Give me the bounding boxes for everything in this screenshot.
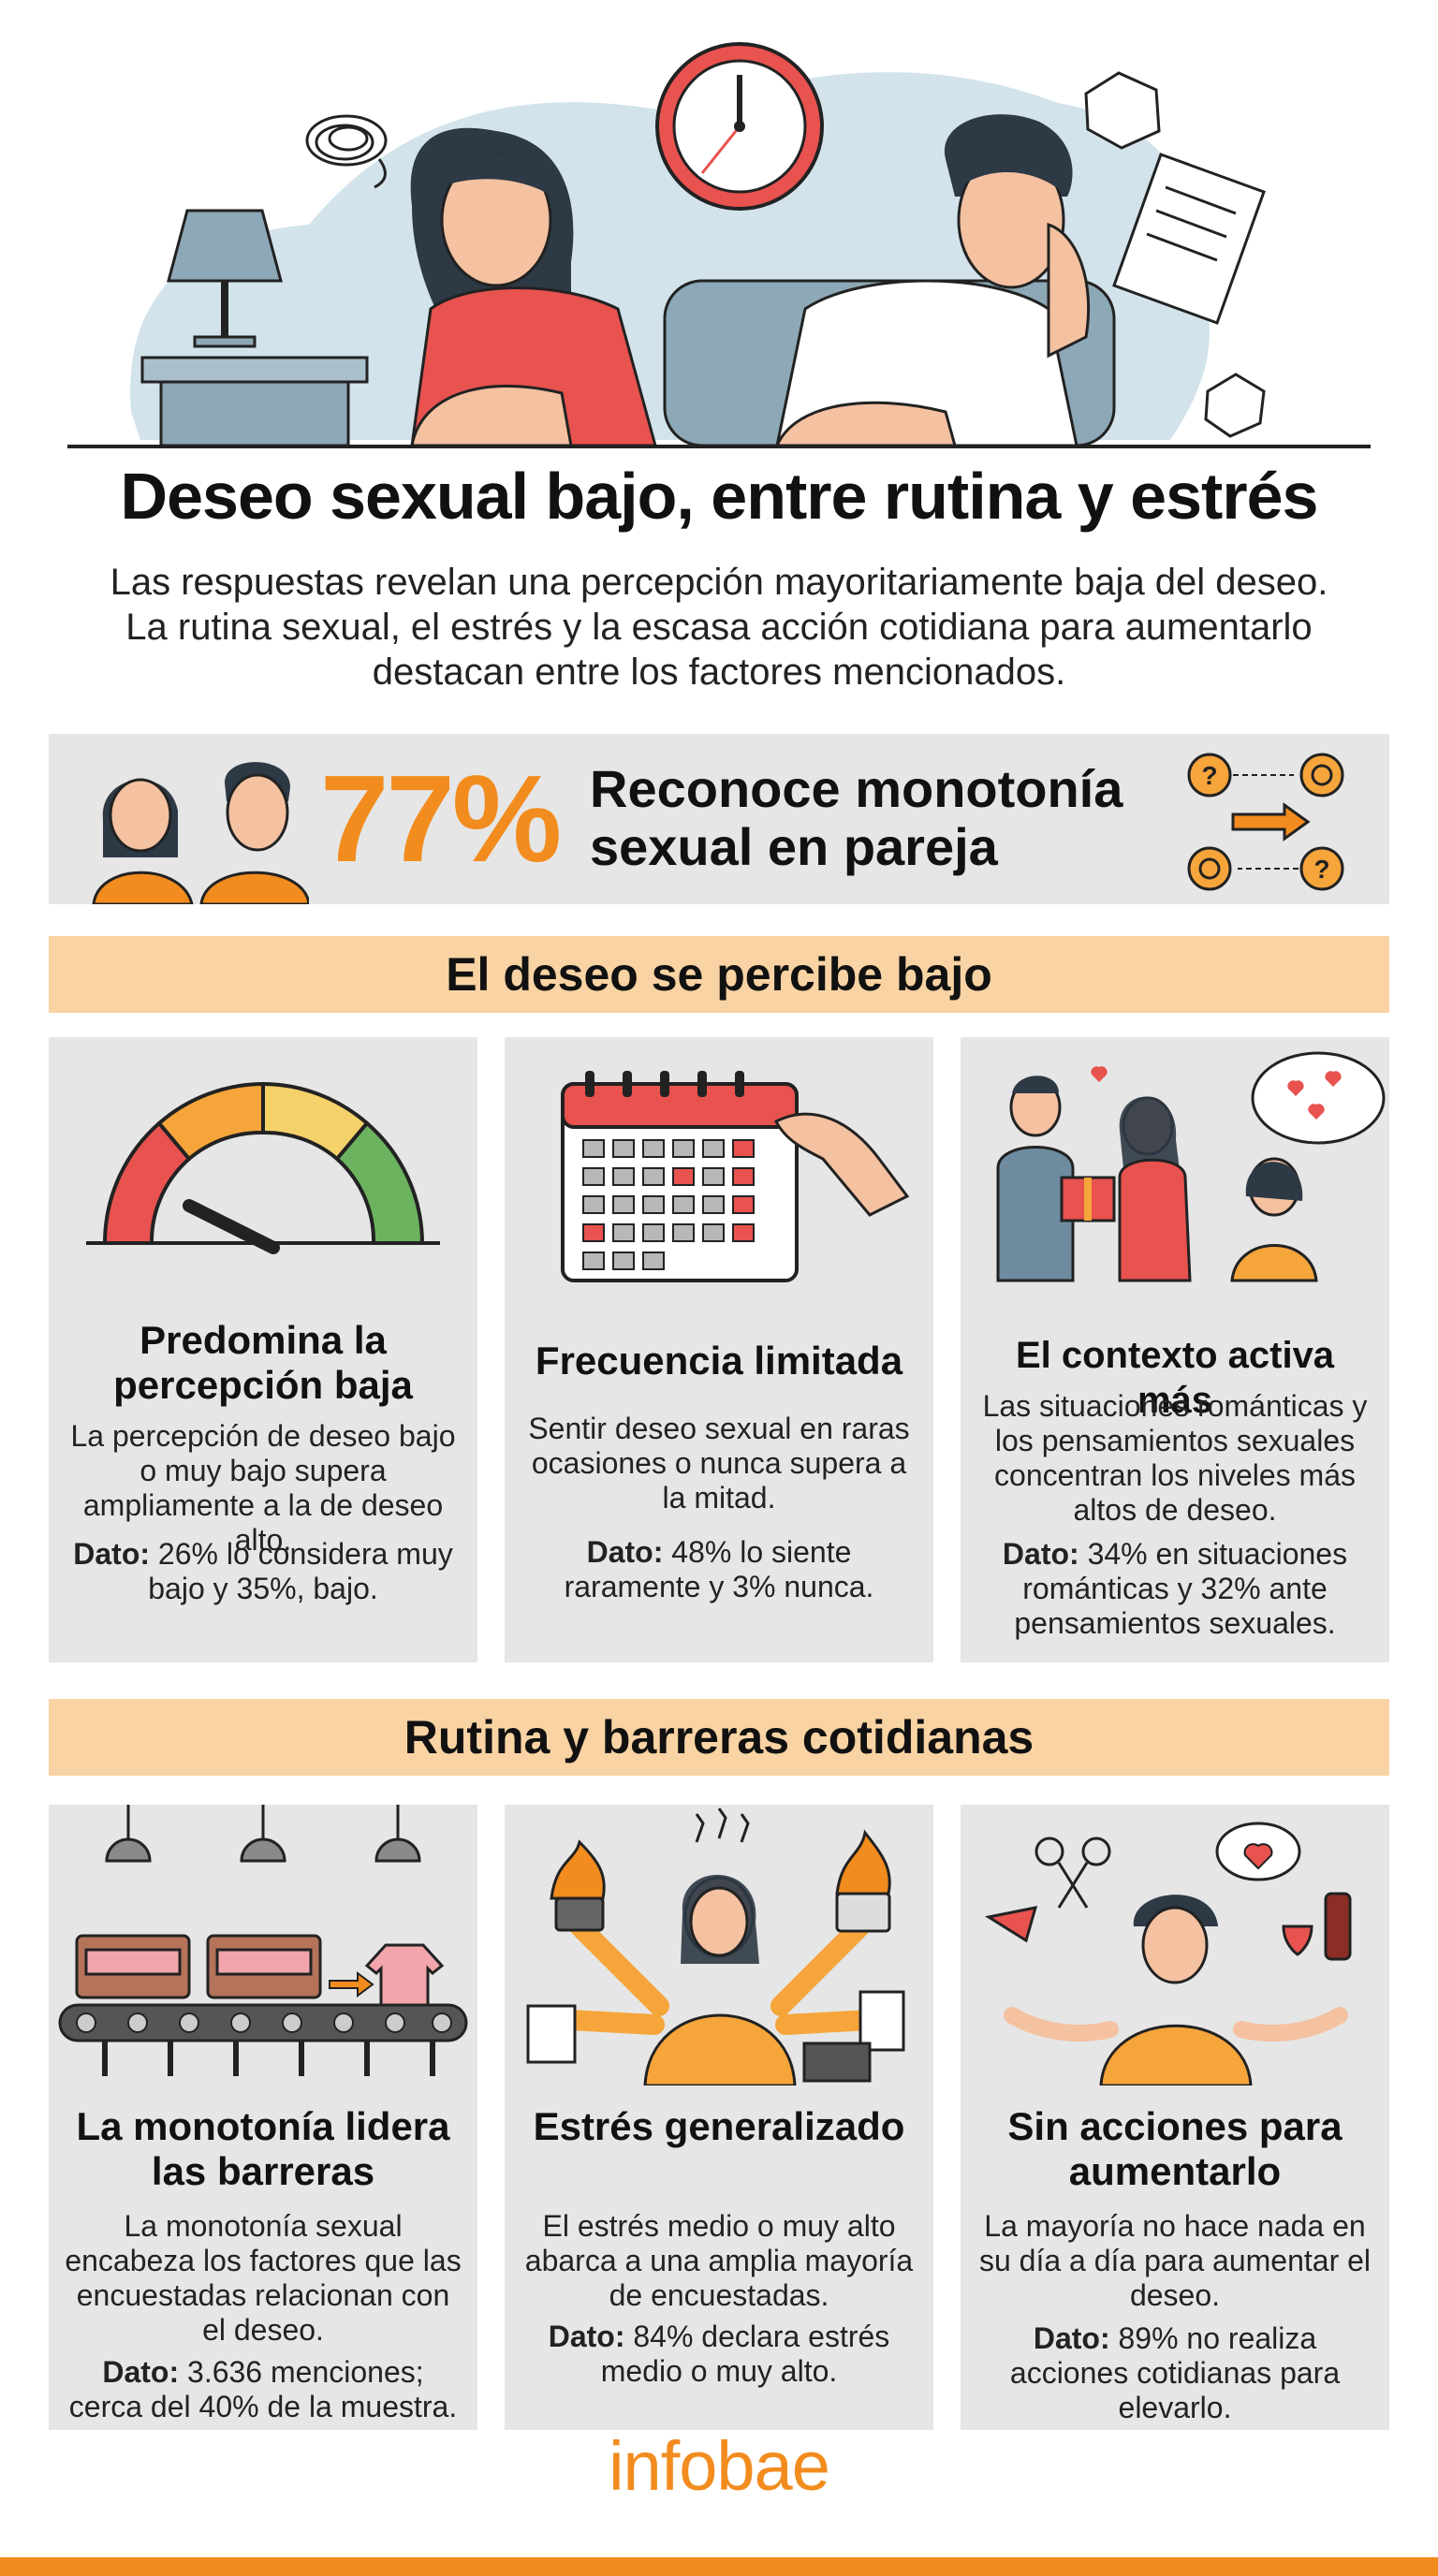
card-percepcion: Predomina la percepción baja La percepci… — [49, 1037, 477, 1662]
stressed-woman-icon — [526, 1808, 905, 2086]
shrugging-man-icon — [985, 1822, 1352, 2086]
gauge-icon — [86, 1081, 440, 1254]
tangled-scribble-icon — [305, 114, 388, 189]
card-note: Dato: 84% declara estrés medio o muy alt… — [518, 2320, 920, 2389]
card-title: La monotonía lidera las barreras — [76, 2104, 450, 2193]
note-label: Dato: — [73, 1537, 151, 1571]
card-sin-acciones: Sin acciones para aumentarlo La mayoría … — [961, 1805, 1389, 2430]
page-title: Deseo sexual bajo, entre rutina y estrés — [120, 460, 1319, 533]
card-note: Dato: 48% lo siente raramente y 3% nunca… — [518, 1535, 920, 1604]
conveyor-beds-icon — [58, 1805, 468, 2076]
card-body: Las situaciones románticas y los pensami… — [982, 1389, 1368, 1527]
note-label: Dato: — [102, 2355, 180, 2389]
romantic-gift-icon — [996, 1051, 1386, 1282]
section-heading-deseo: El deseo se percibe bajo — [49, 936, 1389, 1013]
couple-icon — [92, 762, 309, 904]
hero-illustration — [67, 42, 1371, 448]
note-label: Dato: — [586, 1535, 664, 1569]
highlight-label: Reconoce monotonía sexual en pareja — [590, 759, 1123, 876]
card-contexto: El contexto activa más Las situaciones r… — [961, 1037, 1389, 1662]
bottom-accent-bar — [0, 2557, 1438, 2576]
desk-lamp-icon — [167, 209, 283, 348]
note-text: 84% declara estrés medio o muy alto. — [600, 2320, 890, 2388]
card-title: Predomina la percepción baja — [113, 1318, 413, 1407]
wall-clock-icon — [655, 42, 824, 211]
card-title: Frecuencia limitada — [535, 1339, 903, 1383]
svg-text:?: ? — [1201, 761, 1217, 790]
note-text: 3.636 menciones; cerca del 40% de la mue… — [68, 2355, 458, 2423]
brand-logo: infobae — [609, 2427, 830, 2505]
cycle-arrows-icon: ? ? — [1187, 753, 1344, 891]
note-text: 26% lo considera muy bajo y 35%, bajo. — [148, 1537, 453, 1605]
crumpled-paper-icon — [1084, 71, 1266, 438]
card-body: Sentir deseo sexual en raras ocasiones o… — [528, 1412, 910, 1515]
card-note: Dato: 26% lo considera muy bajo y 35%, b… — [62, 1537, 464, 1606]
calendar-icon — [561, 1071, 910, 1282]
note-text: 89% no realiza acciones cotidianas para … — [1009, 2321, 1341, 2424]
man-figure — [774, 114, 1091, 447]
card-title: Estrés generalizado — [533, 2104, 905, 2148]
document-icon — [1112, 153, 1266, 325]
card-monotonia: La monotonía lidera las barreras La mono… — [49, 1805, 477, 2430]
card-body: La mayoría no hace nada en su día a día … — [978, 2209, 1372, 2312]
card-estres: Estrés generalizado El estrés medio o mu… — [505, 1805, 933, 2430]
note-text: 48% lo siente raramente y 3% nunca. — [564, 1535, 874, 1603]
card-note: Dato: 89% no realiza acciones cotidianas… — [974, 2321, 1376, 2425]
section-heading-rutina: Rutina y barreras cotidianas — [49, 1699, 1389, 1776]
card-frecuencia: Frecuencia limitada Sentir deseo sexual … — [505, 1037, 933, 1662]
note-label: Dato: — [1033, 2321, 1110, 2355]
svg-text:?: ? — [1313, 855, 1329, 884]
card-title: Sin acciones para aumentarlo — [1007, 2104, 1343, 2193]
note-label: Dato: — [1002, 1537, 1079, 1571]
card-body: El estrés medio o muy alto abarca a una … — [524, 2209, 914, 2312]
card-note: Dato: 34% en situaciones románticas y 32… — [974, 1537, 1376, 1641]
card-body: La monotonía sexual encabeza los factore… — [65, 2209, 462, 2347]
note-text: 34% en situaciones románticas y 32% ante… — [1014, 1537, 1348, 1640]
card-title: El contexto activa más — [1015, 1335, 1335, 1421]
card-note: Dato: 3.636 menciones; cerca del 40% de … — [62, 2355, 464, 2424]
side-table — [140, 356, 369, 447]
highlight-value: 77% — [320, 750, 562, 887]
note-label: Dato: — [548, 2320, 625, 2353]
woman-figure — [410, 127, 657, 447]
page-subtitle: Las respuestas revelan una percepción ma… — [110, 562, 1328, 693]
card-body: La percepción de deseo bajo o muy bajo s… — [70, 1419, 456, 1557]
